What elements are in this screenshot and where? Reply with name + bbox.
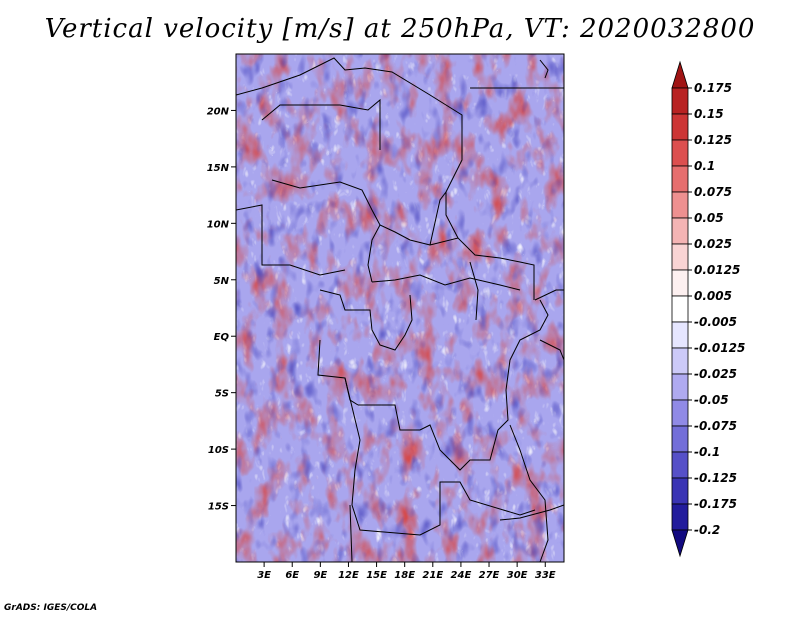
border-line [539,59,549,79]
border-line [319,289,413,351]
colorbar-label: -0.005 [694,315,737,329]
colorbar-label: -0.075 [694,419,737,433]
border-line [358,389,509,471]
y-tick-label: 5N [214,276,230,287]
x-tick-label: 21E [422,570,443,581]
colorbar-label: -0.175 [694,497,737,511]
y-tick-label: 10N [207,219,230,230]
y-axis: 20N 15N 10N 5N EQ 5S 10S 15S [207,106,236,513]
colorbar-swatch [671,139,689,167]
colorbar-swatch [671,191,689,219]
colorbar-label: 0.075 [694,185,732,199]
colorbar-swatch [671,347,689,375]
colorbar-label: 0.05 [694,211,724,225]
x-tick-label: 24E [451,570,472,581]
colorbar-label: 0.0125 [694,263,740,277]
colorbar-swatch [671,451,689,479]
border-line [236,204,346,276]
y-tick-label: EQ [214,332,230,343]
colorbar-swatch [671,217,689,245]
border-line [261,98,381,150]
border-line [499,504,564,521]
colorbar-swatch [671,295,689,323]
border-line [344,377,536,536]
border-line [539,339,564,361]
colorbar-swatch [671,87,689,115]
colorbar-swatch [671,399,689,427]
colorbar-swatch [671,503,689,531]
colorbar-swatch [671,321,689,349]
border-line [505,299,549,391]
velocity-field [236,54,564,562]
x-tick-label: 18E [394,570,415,581]
y-tick-label: 20N [207,106,230,117]
colorbar-swatch [671,113,689,141]
border-line [469,261,479,321]
colorbar-swatch [671,477,689,505]
x-tick-label: 33E [535,570,556,581]
x-tick-label: 30E [507,570,528,581]
colorbar-swatch [671,269,689,297]
colorbar-label: -0.025 [694,367,737,381]
y-tick-label: 5S [215,389,229,400]
colorbar-label: 0.005 [694,289,732,303]
colorbar-swatch [671,165,689,193]
border-line [271,179,381,283]
colorbar-label: -0.1 [694,445,720,459]
colorbar-label: -0.0125 [694,341,745,355]
x-tick-label: 9E [313,570,327,581]
map-frame [235,53,565,563]
border-line [534,289,564,301]
y-tick-label: 10S [208,445,229,456]
colorbar-swatch [671,373,689,401]
country-borders [236,57,564,562]
x-tick-label: 3E [257,570,271,581]
footer-credit: GrADS: IGES/COLA [4,603,98,613]
border-line [349,504,353,562]
colorbar-label: 0.125 [694,133,732,147]
colorbar-label: 0.025 [694,237,732,251]
map-title: Vertical velocity [m/s] at 250hPa, VT: 2… [44,14,756,44]
x-tick-label: 6E [285,570,299,581]
x-axis: 3E 6E 9E 12E 15E 18E 21E 24E 27E 30E 33E [257,562,556,581]
colorbar-label: -0.05 [694,393,729,407]
border-line [429,191,447,246]
x-tick-label: 27E [479,570,500,581]
colorbar-label: -0.2 [694,523,720,537]
colorbar-label: 0.1 [694,159,715,173]
colorbar-swatch [671,60,689,89]
border-line [371,274,521,291]
y-tick-label: 15N [207,163,230,174]
colorbar-swatch [671,425,689,453]
colorbar-label: 0.15 [694,107,724,121]
colorbar: 0.175 0.15 0.125 0.1 0.075 0.05 0.025 0.0125 0.0… [671,60,745,558]
colorbar-label: 0.175 [694,81,732,95]
colorbar-swatch [671,529,689,558]
border-line [379,224,535,300]
colorbar-label: -0.125 [694,471,737,485]
x-tick-label: 15E [366,570,387,581]
y-tick-label: 15S [208,502,229,513]
border-line [509,424,549,562]
colorbar-swatch [671,243,689,271]
x-tick-label: 12E [338,570,359,581]
